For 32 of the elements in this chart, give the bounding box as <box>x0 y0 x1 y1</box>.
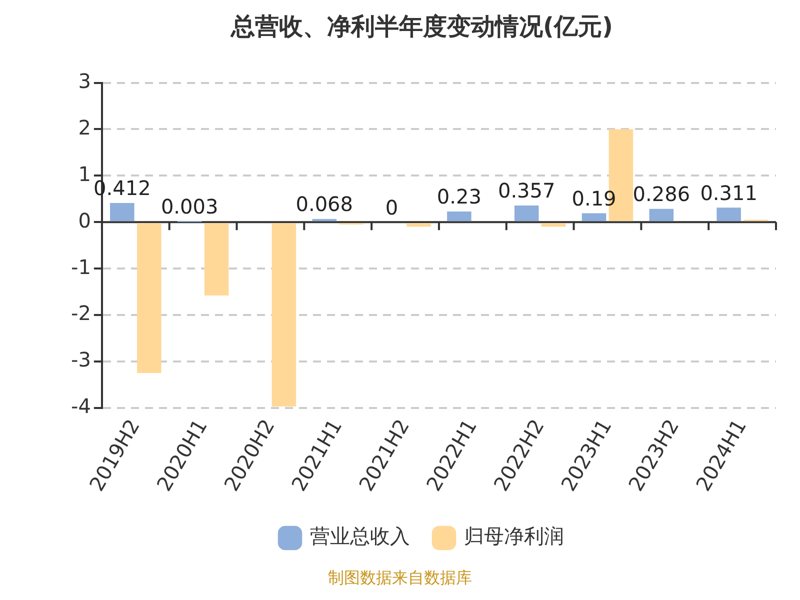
legend-label: 营业总收入 <box>310 524 410 548</box>
y-tick-label: -3 <box>70 348 91 372</box>
data-label: 0.286 <box>632 182 690 206</box>
y-tick-label: 2 <box>78 115 91 140</box>
chart-title: 总营收、净利半年度变动情况(亿元) <box>230 12 613 41</box>
bar <box>716 208 741 222</box>
y-tick-label: 1 <box>78 162 91 186</box>
bar <box>514 206 539 222</box>
bar <box>541 223 566 227</box>
text: 制图数据来自数据库 <box>327 568 473 589</box>
bar <box>272 223 296 406</box>
y-tick-label: -2 <box>70 301 91 326</box>
bar <box>204 223 229 296</box>
y-tick-label: 0 <box>78 208 91 232</box>
data-label: 0.068 <box>296 192 354 216</box>
legend-label: 归母净利润 <box>464 524 564 548</box>
y-tick-label: -1 <box>70 254 91 279</box>
bar <box>582 213 606 222</box>
data-label: 0 <box>385 195 398 220</box>
data-label: 0.23 <box>436 184 482 209</box>
bar <box>110 202 134 222</box>
bar <box>447 211 472 222</box>
data-label: 0.357 <box>498 178 556 203</box>
data-label: 0.003 <box>160 194 218 218</box>
bar <box>136 223 162 374</box>
data-label: 0.19 <box>572 186 616 210</box>
bar <box>312 218 337 222</box>
y-tick-label: 3 <box>78 69 91 94</box>
y-tick-label: -4 <box>70 394 91 418</box>
bar <box>406 223 431 227</box>
data-label: 0.311 <box>700 180 758 205</box>
bar <box>649 208 674 222</box>
